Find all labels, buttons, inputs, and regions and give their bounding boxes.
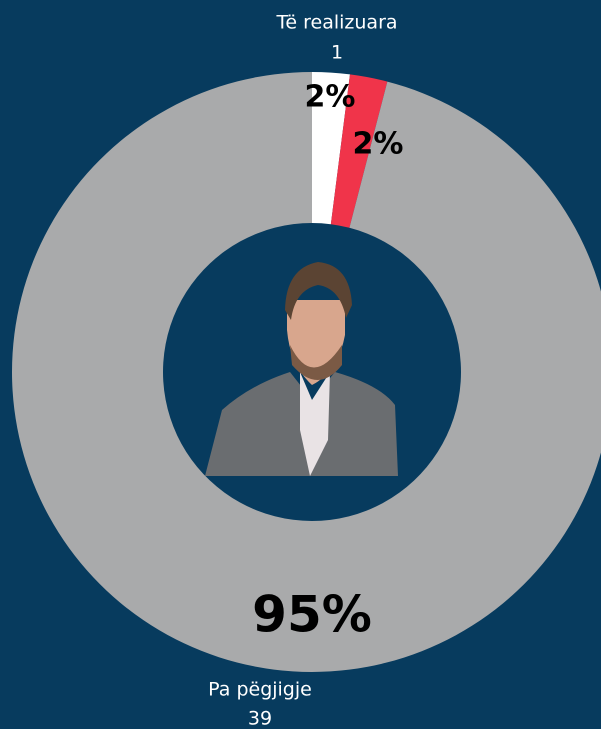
value-label: 2% xyxy=(353,127,404,162)
count-label: 39 xyxy=(248,708,272,729)
value-label: 2% xyxy=(305,80,356,115)
category-label: Pa pëgjigje xyxy=(208,679,312,701)
value-label: 95% xyxy=(252,586,372,644)
category-label: Të realizuara xyxy=(275,12,397,34)
chart: Të realizuara 1 Pa pëgjigje 39 2% 2% 95% xyxy=(0,0,601,729)
count-label: 1 xyxy=(331,42,343,64)
